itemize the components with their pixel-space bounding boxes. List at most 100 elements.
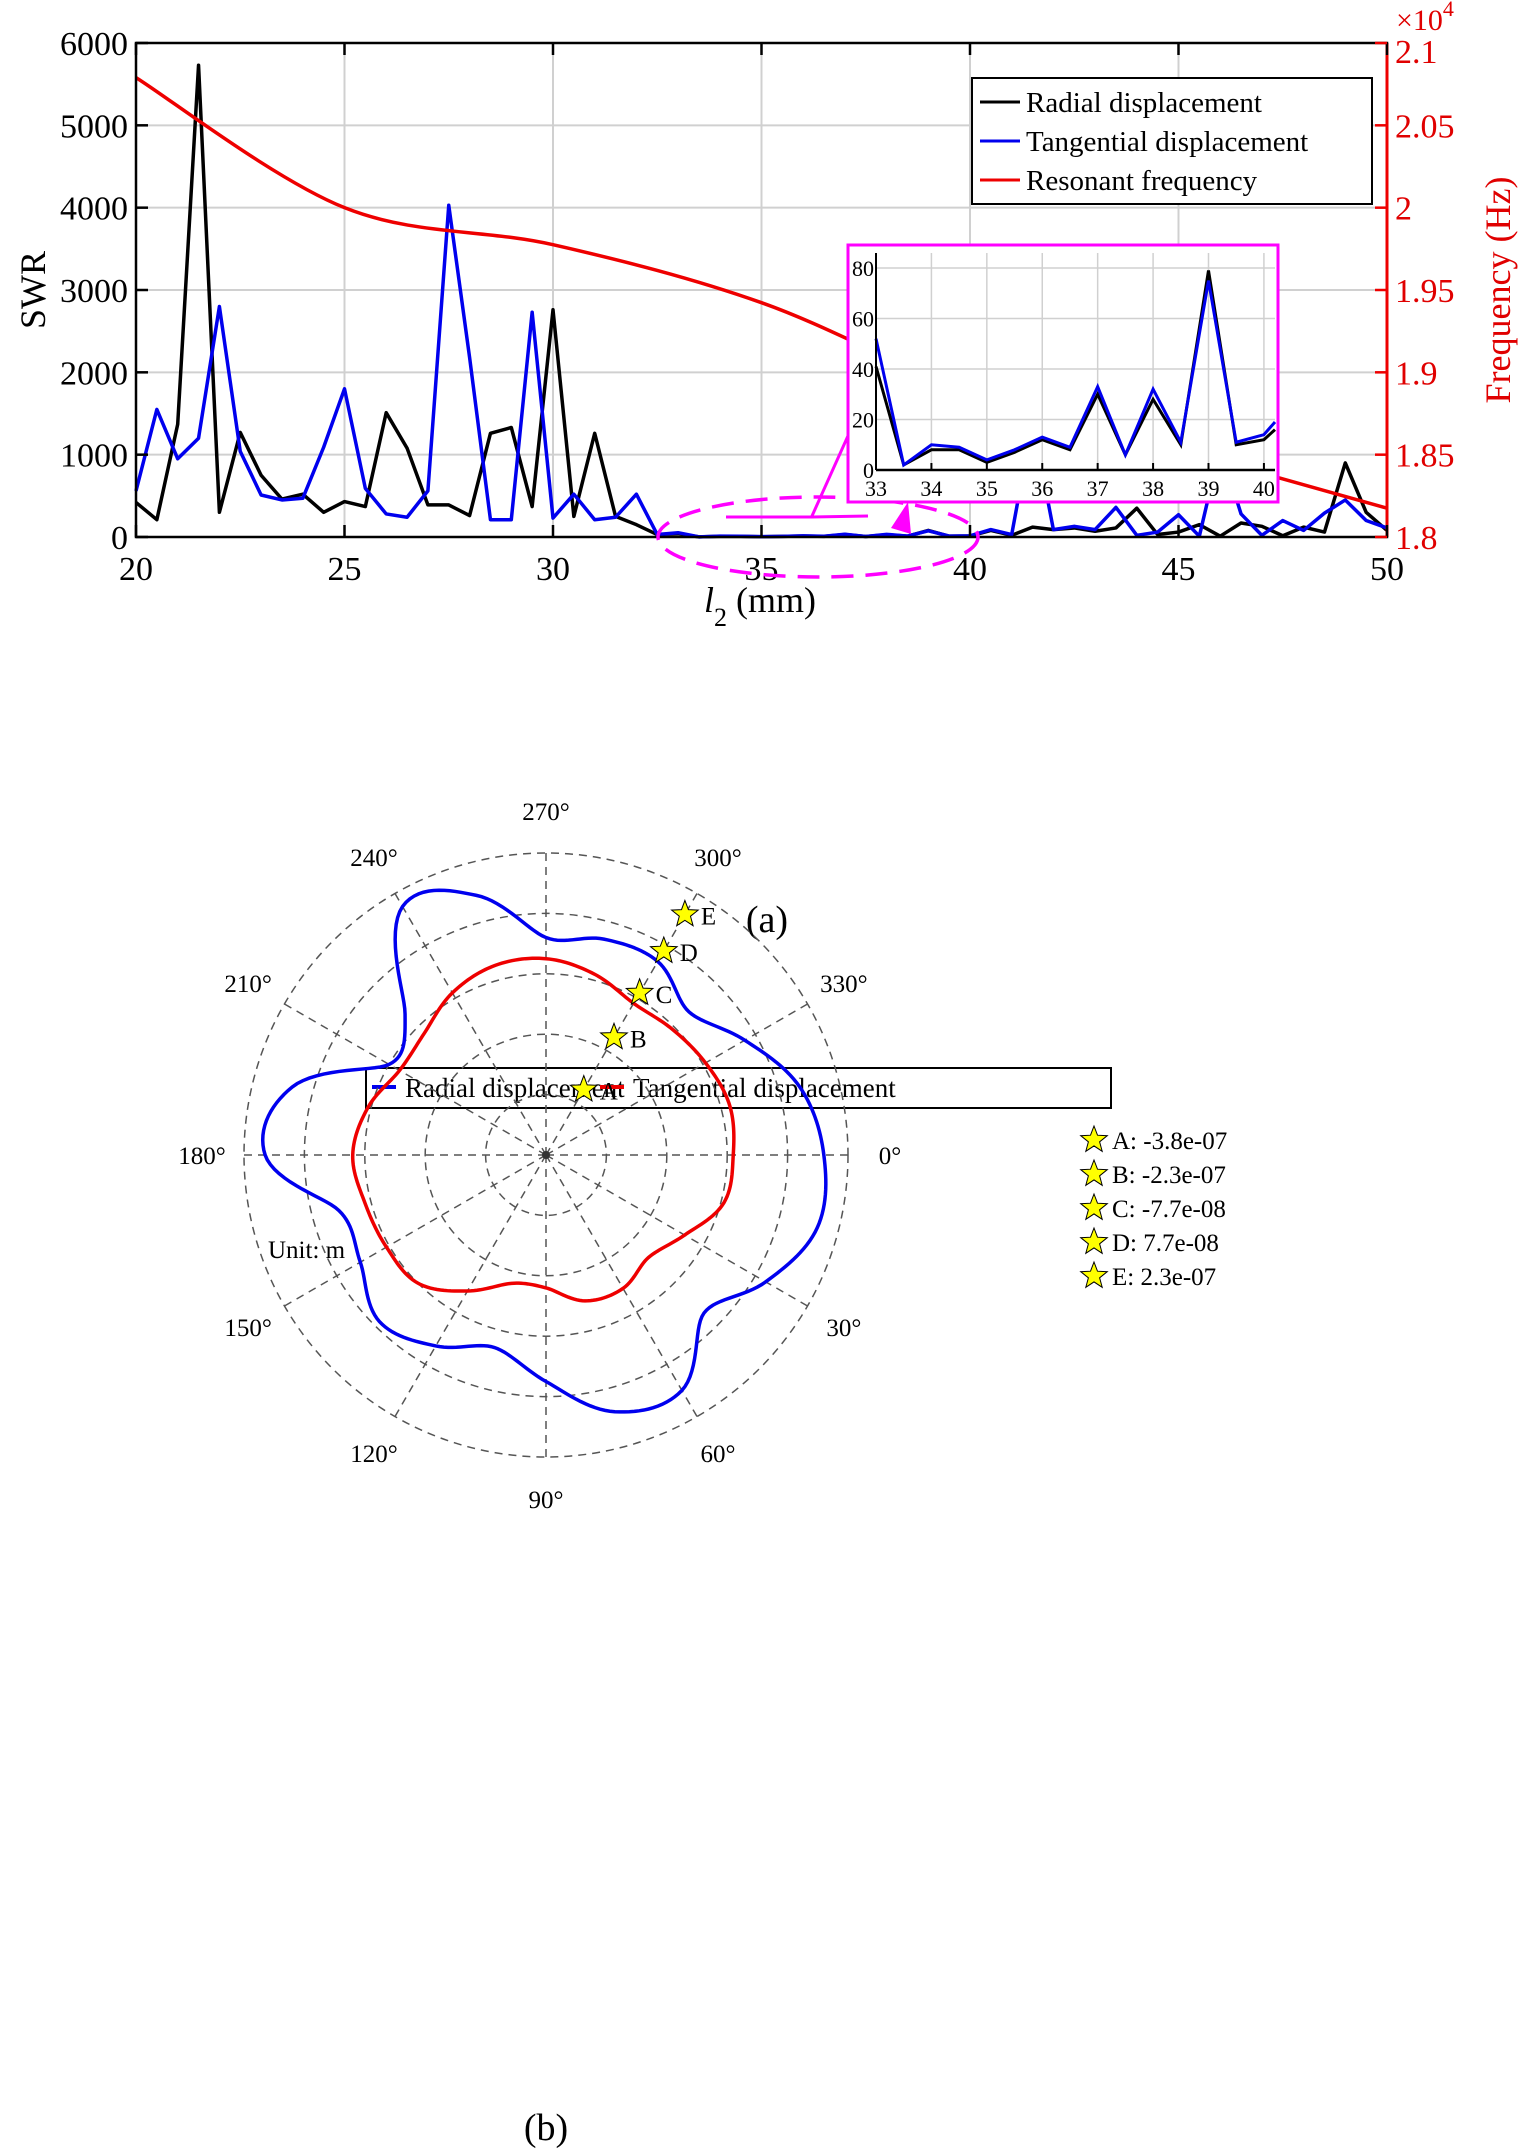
legend-label-frequency: Resonant frequency [1026, 165, 1258, 197]
y-tick-label: 3000 [60, 273, 128, 310]
inset-y-tick-label: 20 [852, 408, 874, 433]
x-tick-label: 30 [536, 551, 570, 588]
angle-label: 60° [701, 1441, 736, 1468]
x-tick-label: 25 [328, 551, 362, 588]
inset-y-tick-label: 40 [852, 357, 874, 382]
polar-ring [364, 973, 728, 1337]
y-right-tick-label: 2.1 [1395, 34, 1438, 71]
inset-x-tick-label: 37 [1087, 476, 1109, 501]
y-right-tick-label: 1.95 [1395, 273, 1455, 310]
inset-y-tick-label: 60 [852, 307, 874, 332]
star-marker-b [599, 1021, 629, 1050]
chart-a-swr-frequency: 20 25 30 35 40 45 5001000200030004000500060001… [13, 0, 1518, 941]
inset-frame [846, 243, 1280, 504]
chart-a-ticks: 20 25 30 35 40 45 5001000200030004000500060001… [60, 26, 1455, 588]
polar-ring [484, 1093, 608, 1217]
chart-a-ylabel: SWR [13, 251, 53, 329]
radial-displacement-curve [260, 888, 828, 1414]
star-label-c: C [656, 982, 673, 1009]
inset-series-layer [874, 270, 1277, 468]
y-right-tick-label: 1.85 [1395, 438, 1455, 475]
y-tick-label: 4000 [60, 191, 128, 228]
marker-legend-text: B: -2.3e-07 [1112, 1162, 1226, 1189]
star-label-a: A [600, 1079, 618, 1106]
inset-y-tick-label: 0 [863, 458, 874, 483]
chart-a-right-exponent: 4 [1443, 0, 1454, 21]
inset-ticks: 33 34 35 36 37 38 39 40 0 20 40 60 80 [852, 253, 1275, 501]
y-right-tick-label: 1.9 [1395, 355, 1438, 392]
marker-legend-star [1079, 1260, 1109, 1289]
star-marker-c [624, 977, 655, 1006]
chart-b-caption: (b) [524, 2107, 568, 2149]
inset-x-tick-label: 39 [1198, 476, 1220, 501]
legend-label-radial-b: Radial displacement [405, 1073, 625, 1103]
chart-a-zoom-arrowhead [891, 502, 911, 534]
y-tick-label: 1000 [60, 438, 128, 475]
angle-label: 330° [820, 971, 868, 998]
x-tick-label: 40 [953, 551, 987, 588]
polar-spoke [284, 1154, 547, 1307]
star-marker-a [569, 1074, 599, 1103]
marker-legend-text: D: 7.7e-08 [1112, 1230, 1219, 1257]
chart-a-legend-box [971, 77, 1373, 205]
marker-legend-star [1079, 1192, 1109, 1221]
y-right-tick-label: 1.8 [1395, 520, 1438, 557]
polar-series-layer [260, 888, 828, 1414]
marker-legend-star [1079, 1124, 1109, 1153]
inset-x-tick-label: 33 [865, 476, 887, 501]
chart-a-zoom-arrow-line [726, 514, 869, 519]
marker-legend-text: E: 2.3e-07 [1112, 1264, 1216, 1291]
chart-a-caption: (a) [746, 899, 788, 941]
angle-label: 150° [224, 1315, 272, 1342]
inset-tangential-line [874, 280, 1277, 468]
chart-a-xlabel: l2 (mm) [704, 580, 816, 632]
unit-label: Unit: m [268, 1237, 346, 1264]
x-tick-label: 50 [1370, 551, 1404, 588]
polar-spoke [394, 1154, 547, 1417]
inset-y-tick-label: 80 [852, 256, 874, 281]
inset-x-tick-label: 36 [1031, 476, 1053, 501]
y-tick-label: 6000 [60, 26, 128, 63]
tangential-displacement-curve [350, 956, 736, 1303]
polar-ring [303, 912, 789, 1398]
chart-a-inset: 33 34 35 36 37 38 39 40 0 20 40 60 80 [846, 243, 1280, 504]
polar-ring [424, 1033, 668, 1277]
y-tick-label: 2000 [60, 355, 128, 392]
chart-b-legend: Radial displacement Tangential displacem… [365, 1067, 1112, 1109]
y-right-tick-label: 2 [1395, 191, 1412, 228]
marker-legend-text: C: -7.7e-08 [1112, 1196, 1226, 1223]
marker-legend-text: A: -3.8e-07 [1112, 1128, 1227, 1155]
angle-label: 90° [529, 1487, 564, 1514]
polar-spoke [545, 1154, 808, 1307]
inset-x-tick-label: 38 [1142, 476, 1164, 501]
angle-label: 30° [826, 1315, 861, 1342]
x-tick-label: 35 [745, 551, 779, 588]
y-tick-label: 0 [111, 520, 128, 557]
chart-b-legend-box [365, 1067, 1112, 1109]
polar-spoke [284, 1003, 547, 1156]
legend-label-tangential: Tangential displacement [1026, 126, 1308, 158]
angle-label: 120° [350, 1441, 398, 1468]
angle-label: 0° [879, 1143, 902, 1170]
legend-label-radial: Radial displacement [1026, 87, 1262, 119]
chart-a-right-multiplier: ×104 [1396, 0, 1454, 37]
inset-x-tick-label: 34 [920, 476, 942, 501]
inset-x-tick-label: 35 [976, 476, 998, 501]
marker-legend-star [1079, 1158, 1109, 1187]
angle-label: 210° [224, 971, 272, 998]
marker-legend-star [1079, 1226, 1109, 1255]
angle-label: 180° [178, 1143, 226, 1170]
legend-label-tangential-b: Tangential displacement [633, 1073, 896, 1103]
x-tick-label: 45 [1162, 551, 1196, 588]
chart-a-zoom-ellipse [656, 495, 980, 579]
marker-value-legend: A: -3.8e-07 B: -2.3e-07 C: -7.7e-08 D: 7.7e… [1079, 1124, 1227, 1291]
inset-x-tick-label: 40 [1253, 476, 1275, 501]
chart-a-ylabel-right: Frequency (Hz) [1478, 177, 1518, 404]
x-tick-label: 20 [119, 551, 153, 588]
y-tick-label: 5000 [60, 108, 128, 145]
chart-a-legend: Radial displacement Tangential displacem… [971, 77, 1373, 205]
polar-spoke [545, 1003, 808, 1156]
polar-spoke [545, 1154, 698, 1417]
star-label-b: B [630, 1026, 647, 1053]
y-right-tick-label: 2.05 [1395, 108, 1455, 145]
